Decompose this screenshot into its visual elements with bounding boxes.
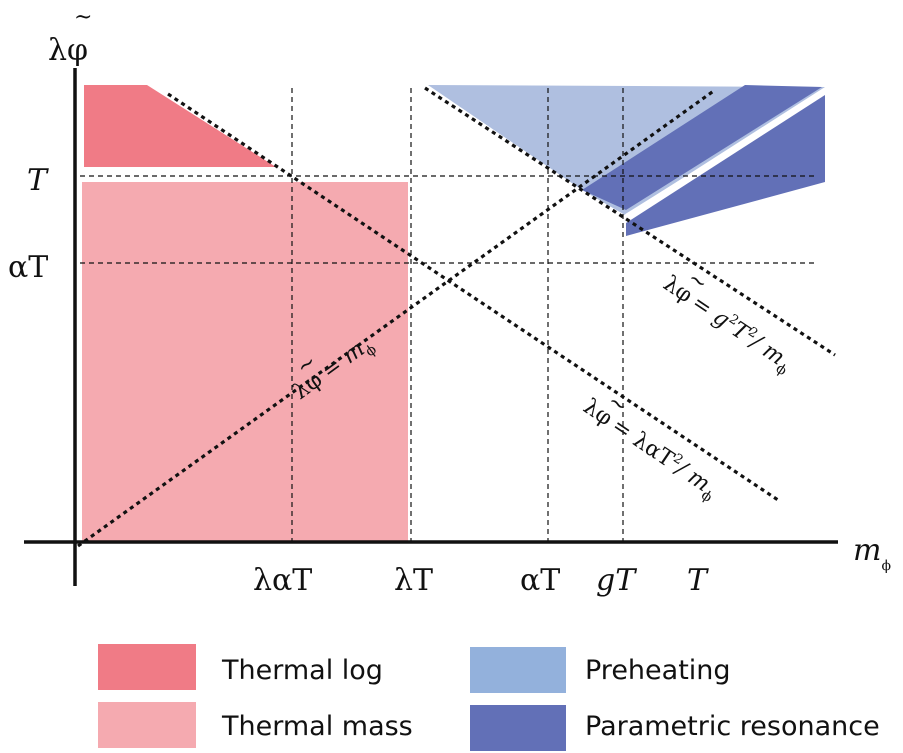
x-tick-g-t: gT (596, 563, 637, 598)
y-axis-label-tilde: ~ (74, 5, 92, 30)
label-line-lambda-alpha-t2: λφ= λαT2/ mϕ ~ (579, 389, 715, 506)
x-tick-alpha-t: αT (520, 563, 560, 598)
y-axis-label: λφ (48, 33, 88, 68)
y-tick-alpha-t: αT (8, 250, 48, 285)
parametric-resonance-region-lower (626, 95, 825, 236)
legend-swatch-parametric-resonance (470, 705, 566, 751)
thermal-log-region (84, 85, 276, 167)
line-lambda-phi-eq-g2-t2 (424, 86, 836, 357)
legend-label-parametric-resonance: Parametric resonance (585, 711, 880, 742)
label-line-g2-t2: λφ= g2T2/ mϕ ~ (656, 266, 797, 379)
x-axis-label: mϕ (853, 533, 891, 574)
legend: Thermal log Thermal mass Preheating Para… (98, 644, 880, 751)
line-lambda-phi-eq-lambda-alpha-t2 (167, 92, 779, 502)
x-tick-lambda-t: λT (394, 563, 433, 598)
legend-swatch-thermal-log (98, 644, 196, 690)
legend-swatch-preheating (470, 647, 566, 693)
legend-label-thermal-log: Thermal log (221, 655, 383, 686)
x-tick-lambda-alpha-t: λαT (253, 563, 312, 598)
legend-label-thermal-mass: Thermal mass (221, 711, 413, 742)
line-lambda-phi-eq-m-phi (77, 88, 716, 548)
x-tick-t: T (687, 563, 709, 598)
wedge-edge-line (624, 88, 830, 218)
thermal-mass-region (82, 182, 408, 542)
y-tick-t: T (27, 163, 49, 198)
legend-label-preheating: Preheating (585, 655, 731, 686)
svg-text:λφ= g2T2/ mϕ: λφ= g2T2/ mϕ (656, 270, 797, 379)
parametric-resonance-region-upper (582, 85, 822, 210)
legend-swatch-thermal-mass (98, 702, 196, 748)
